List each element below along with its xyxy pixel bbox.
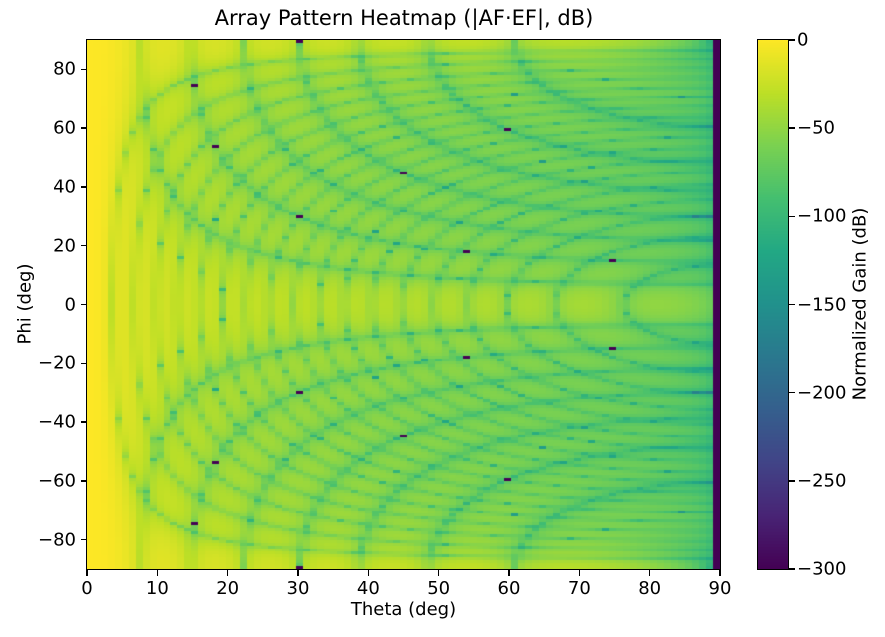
colorbar-tick-mark — [789, 127, 795, 129]
x-tick-mark — [297, 570, 299, 576]
x-tick-mark — [648, 570, 651, 576]
colorbar-tick-mark — [789, 215, 795, 218]
x-tick-label: 40 — [356, 578, 380, 599]
heatmap-canvas — [87, 40, 720, 569]
y-tick-label: −60 — [38, 470, 76, 492]
x-tick-mark — [226, 570, 229, 576]
colorbar-tick-label: −250 — [797, 470, 847, 492]
x-tick-label: 60 — [497, 578, 521, 599]
y-tick-mark — [81, 127, 87, 129]
x-tick-label: 20 — [216, 578, 240, 599]
y-tick-label: 40 — [53, 176, 76, 198]
colorbar-tick-mark — [789, 480, 795, 482]
x-tick-label: 10 — [145, 578, 169, 599]
y-tick-mark — [81, 421, 87, 423]
colorbar-tick-label: −200 — [797, 382, 847, 404]
y-tick-mark — [81, 362, 87, 365]
x-tick-mark — [719, 570, 721, 576]
colorbar-tick-label: −300 — [797, 558, 847, 580]
x-tick-label: 70 — [567, 578, 591, 599]
x-axis-label: Theta (deg) — [350, 599, 457, 620]
y-tick-mark — [81, 303, 87, 306]
y-tick-label: −20 — [38, 352, 76, 374]
y-tick-label: 80 — [53, 58, 76, 80]
x-tick-mark — [578, 570, 581, 576]
colorbar-tick-label: −50 — [797, 117, 835, 139]
y-tick-label: 20 — [53, 235, 76, 257]
colorbar-tick-mark — [789, 303, 795, 306]
x-tick-label: 90 — [708, 578, 732, 599]
colorbar-label: Normalized Gain (dB) — [849, 207, 871, 401]
y-tick-mark — [81, 244, 87, 247]
colorbar-tick-label: −100 — [797, 205, 847, 227]
y-tick-mark — [81, 480, 87, 482]
y-tick-mark — [81, 186, 87, 188]
y-tick-label: −80 — [38, 529, 76, 551]
x-tick-mark — [437, 570, 440, 576]
colorbar-tick-mark — [789, 391, 795, 394]
x-tick-label: 0 — [81, 578, 93, 599]
y-tick-mark — [81, 68, 87, 71]
y-tick-label: 60 — [53, 117, 76, 139]
x-tick-label: 80 — [638, 578, 662, 599]
chart-title: Array Pattern Heatmap (|AF·EF|, dB) — [214, 6, 594, 30]
x-tick-mark — [86, 570, 88, 576]
y-tick-label: −40 — [38, 411, 76, 433]
colorbar-tick-label: 0 — [797, 29, 809, 51]
x-tick-mark — [156, 570, 159, 576]
y-tick-mark — [81, 538, 87, 541]
x-tick-label: 30 — [286, 578, 310, 599]
colorbar-tick-mark — [789, 568, 795, 570]
y-tick-label: 0 — [64, 294, 76, 315]
x-tick-mark — [367, 570, 370, 576]
colorbar-canvas — [758, 40, 788, 569]
x-tick-label: 50 — [427, 578, 451, 599]
colorbar-tick-label: −150 — [797, 294, 847, 315]
y-axis-label: Phi (deg) — [14, 263, 36, 345]
x-tick-mark — [508, 570, 510, 576]
colorbar-tick-mark — [789, 39, 795, 41]
